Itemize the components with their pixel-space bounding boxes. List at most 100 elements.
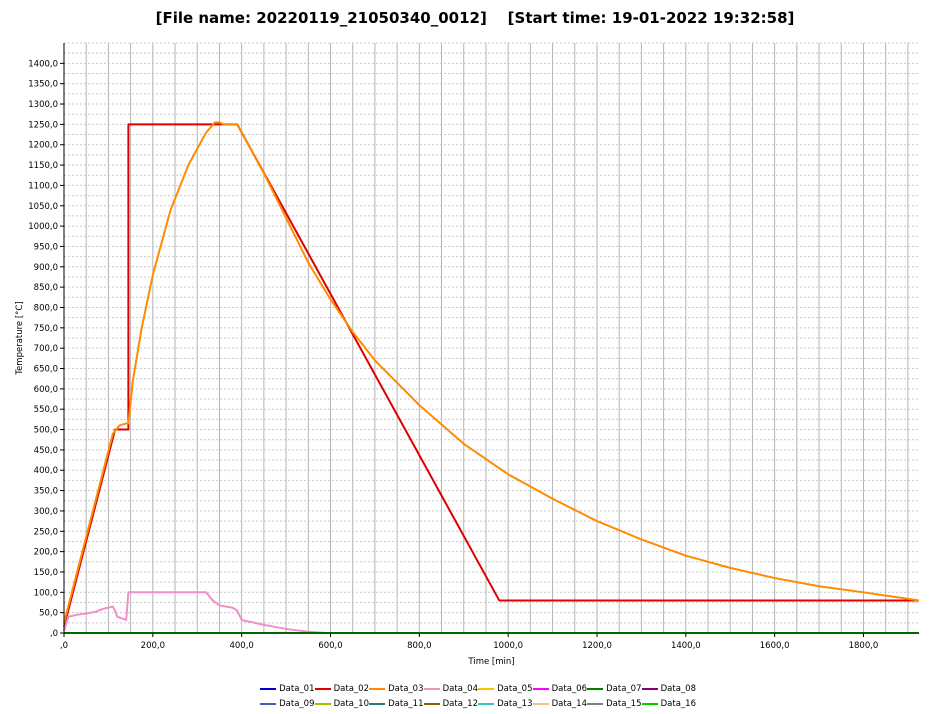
- x-tick-label: ,0: [60, 641, 68, 651]
- legend-label: Data_13: [497, 698, 533, 709]
- y-tick-label: 1250,0: [28, 120, 58, 130]
- y-tick-label: 200,0: [34, 548, 58, 558]
- y-tick-label: 1350,0: [28, 80, 58, 90]
- x-tick-label: 800,0: [407, 641, 431, 651]
- x-tick-label: 1000,0: [493, 641, 523, 651]
- y-tick-label: 50,0: [39, 609, 58, 619]
- y-tick-label: 1300,0: [28, 100, 58, 110]
- legend-swatch: [478, 702, 495, 705]
- y-tick-label: 850,0: [34, 283, 58, 293]
- legend-swatch: [532, 702, 549, 705]
- legend-label: Data_14: [551, 698, 587, 709]
- x-tick-label: 1800,0: [849, 641, 879, 651]
- chart-area: ,0 50,0 100,0 150,0 200,0 250,0 300,0 350,0 400,…: [15, 42, 920, 667]
- legend-item-data-15: Data_15: [587, 699, 642, 709]
- legend-label: Data_06: [551, 683, 587, 694]
- x-tick-label: 400,0: [229, 641, 253, 651]
- y-tick-label: 300,0: [34, 507, 58, 517]
- y-tick-label: 1200,0: [28, 141, 58, 151]
- y-tick-label: 250,0: [34, 527, 58, 537]
- legend-item-data-16: Data_16: [641, 698, 696, 709]
- legend-label: Data_09: [279, 698, 315, 709]
- legend-label: Data_01: [279, 683, 315, 694]
- legend-swatch: [314, 687, 331, 690]
- legend-item-data-12: Data_12: [423, 698, 478, 709]
- legend-item-data-01: Data_01: [260, 684, 315, 694]
- legend-label: Data_10: [333, 698, 369, 709]
- y-tick-label: 150,0: [34, 568, 58, 578]
- legend-row: Data_01 Data_02 Data_03 Data_04 Data_05 Data_…: [260, 681, 720, 696]
- legend-row: Data_09 Data_10 Data_11 Data_12 Data_13 Data_…: [260, 696, 720, 711]
- legend: Data_01 Data_02 Data_03 Data_04 Data_05 Data_…: [260, 681, 720, 711]
- y-axis-label: Temperature [°C]: [15, 301, 25, 375]
- y-tick-label: 1100,0: [28, 181, 58, 191]
- chart-title: [File name: 20220119_21050340_0012] [Sta…: [155, 9, 795, 27]
- legend-item-data-13: Data_13: [478, 699, 533, 709]
- y-tick-label: 550,0: [34, 405, 58, 415]
- y-tick-label: 400,0: [34, 466, 58, 476]
- legend-swatch: [423, 702, 440, 705]
- legend-label: Data_04: [442, 683, 478, 694]
- legend-item-data-14: Data_14: [532, 698, 587, 709]
- legend-swatch: [478, 687, 495, 690]
- x-tick-label: 1200,0: [582, 641, 612, 651]
- legend-item-data-11: Data_11: [369, 699, 424, 709]
- legend-label: Data_02: [333, 683, 369, 694]
- legend-item-data-07: Data_07: [587, 684, 642, 694]
- legend-swatch: [423, 687, 440, 690]
- y-tick-label: 100,0: [34, 588, 58, 598]
- legend-swatch: [260, 702, 277, 705]
- y-tick-label: 1150,0: [28, 161, 58, 171]
- y-tick-label: 800,0: [34, 303, 58, 313]
- y-tick-label: 350,0: [34, 487, 58, 497]
- legend-item-data-06: Data_06: [532, 683, 587, 694]
- legend-label: Data_08: [660, 683, 696, 694]
- legend-item-data-03: Data_03: [369, 684, 424, 694]
- legend-label: Data_11: [388, 698, 424, 709]
- y-tick-label: 900,0: [34, 263, 58, 273]
- legend-label: Data_15: [606, 698, 642, 709]
- legend-item-data-09: Data_09: [260, 699, 315, 709]
- y-tick-label: 650,0: [34, 365, 58, 375]
- y-tick-label: 1050,0: [28, 202, 58, 212]
- series-lines: [63, 121, 920, 634]
- x-axis-label: Time [min]: [467, 657, 514, 667]
- legend-swatch: [260, 687, 277, 690]
- legend-swatch: [587, 687, 604, 690]
- y-tick-label: 450,0: [34, 446, 58, 456]
- legend-label: Data_03: [388, 683, 424, 694]
- y-axis-ticks: ,0 50,0 100,0 150,0 200,0 250,0 300,0 350,0 400,…: [28, 59, 64, 639]
- x-axis-ticks: ,0 200,0 400,0 600,0 800,0 1000,0 1200,0 1400,0…: [60, 633, 878, 651]
- axes: [63, 43, 919, 634]
- legend-item-data-02: Data_02: [314, 683, 369, 694]
- series-line-data-04: [63, 591, 327, 634]
- legend-swatch: [369, 702, 386, 705]
- y-tick-label: 600,0: [34, 385, 58, 395]
- series-line-data-03: [63, 121, 920, 624]
- x-tick-label: 600,0: [318, 641, 342, 651]
- x-tick-label: 1400,0: [671, 641, 701, 651]
- legend-item-data-08: Data_08: [641, 683, 696, 694]
- legend-swatch: [314, 702, 331, 705]
- legend-item-data-04: Data_04: [423, 683, 478, 694]
- legend-swatch: [641, 702, 658, 705]
- legend-label: Data_07: [606, 683, 642, 694]
- x-tick-label: 200,0: [141, 641, 165, 651]
- legend-swatch: [641, 687, 658, 690]
- y-tick-label: 1000,0: [28, 222, 58, 232]
- legend-swatch: [369, 687, 386, 690]
- y-tick-label: 1400,0: [28, 59, 58, 69]
- y-tick-label: 950,0: [34, 242, 58, 252]
- legend-swatch: [587, 702, 604, 705]
- legend-label: Data_16: [660, 698, 696, 709]
- legend-label: Data_05: [497, 683, 533, 694]
- y-tick-label: 750,0: [34, 324, 58, 334]
- legend-item-data-10: Data_10: [314, 698, 369, 709]
- legend-item-data-05: Data_05: [478, 684, 533, 694]
- grid: [63, 42, 919, 634]
- y-tick-label: 700,0: [34, 344, 58, 354]
- x-tick-label: 1600,0: [760, 641, 790, 651]
- legend-label: Data_12: [442, 698, 478, 709]
- y-tick-label: ,0: [50, 629, 58, 639]
- y-tick-label: 500,0: [34, 426, 58, 436]
